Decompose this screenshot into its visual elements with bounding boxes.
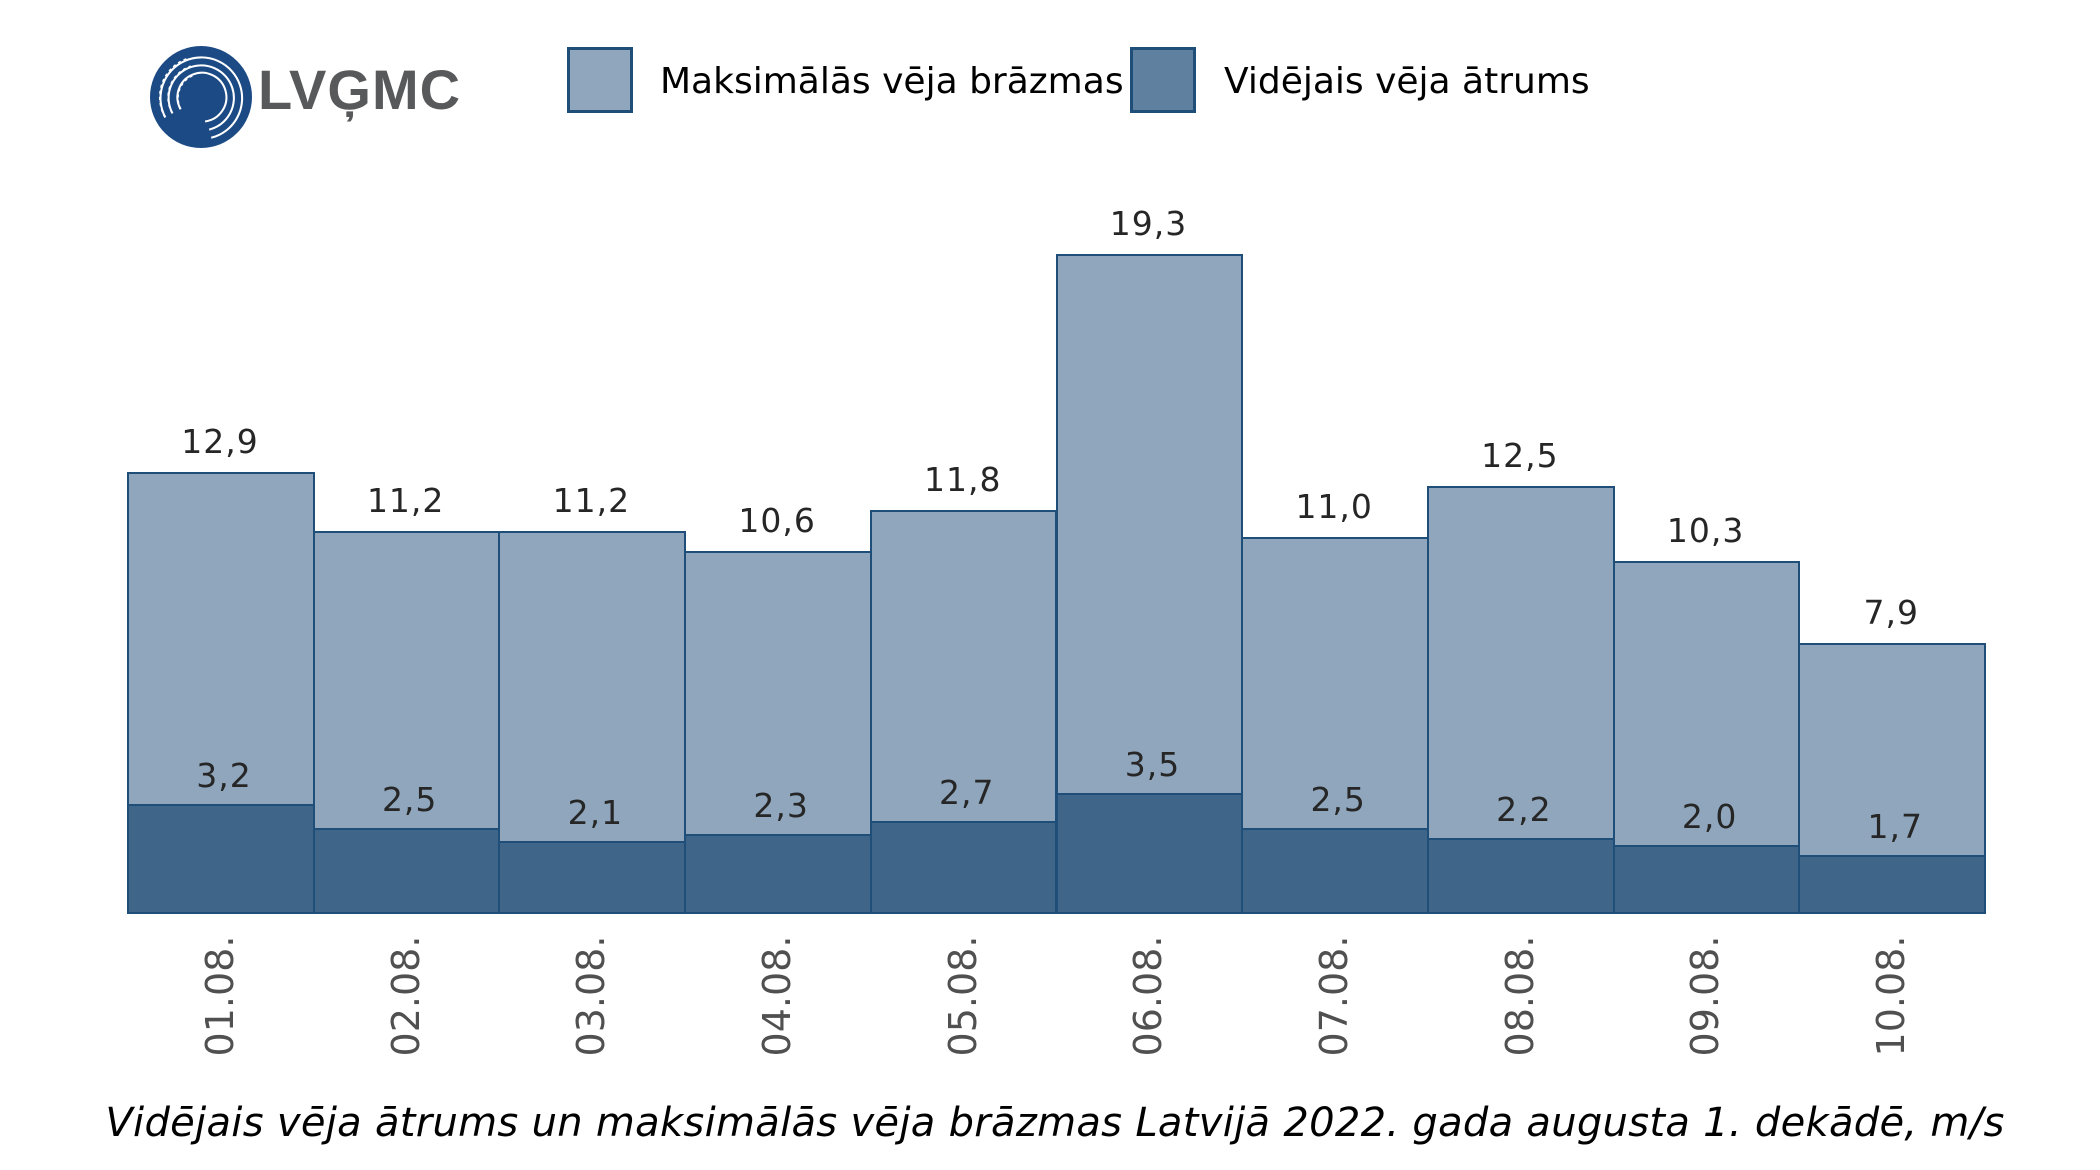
bar-avg-speed [869, 820, 1058, 914]
bar-avg-speed [1055, 793, 1244, 914]
bar-avg-speed [312, 827, 501, 914]
value-label-max-gusts: 10,6 [738, 501, 816, 540]
legend-label-avg-speed: Vidējais vēja ātrums [1224, 61, 1590, 102]
value-label-max-gusts: 12,9 [181, 422, 259, 462]
value-label-avg-speed: 3,2 [196, 755, 252, 795]
value-label-avg-speed: 1,7 [1867, 806, 1924, 846]
legend-label-max-gusts: Maksimālās vēja brāzmas [660, 61, 1124, 102]
value-label-avg-speed: 3,5 [1124, 745, 1181, 785]
x-axis-label: 07.08. [1312, 935, 1357, 1057]
value-label-avg-speed: 2,5 [381, 779, 438, 819]
x-axis-label: 05.08. [940, 935, 985, 1057]
logo-text: LVĢMC [258, 58, 462, 121]
value-label-max-gusts: 10,3 [1666, 511, 1745, 551]
value-label-avg-speed: 2,7 [939, 772, 995, 812]
bar-avg-speed [127, 803, 315, 914]
x-axis-label: 02.08. [383, 935, 428, 1057]
bar-avg-speed [1426, 837, 1615, 914]
x-axis-label: 10.08. [1869, 935, 1914, 1057]
bar-avg-speed [1241, 827, 1429, 914]
value-label-max-gusts: 11,0 [1295, 487, 1373, 527]
value-label-max-gusts: 11,2 [366, 480, 445, 520]
value-label-max-gusts: 19,3 [1109, 203, 1188, 243]
bar-avg-speed [1612, 844, 1801, 914]
value-label-avg-speed: 2,0 [1681, 796, 1738, 836]
legend-swatch-max-gusts [567, 47, 633, 113]
bar-avg-speed [498, 841, 687, 914]
x-axis-label: 09.08. [1683, 935, 1728, 1057]
x-axis-label: 06.08. [1126, 935, 1171, 1057]
chart-title: Vidējais vēja ātrums un maksimālās vēja … [105, 1100, 2005, 1146]
bar-avg-speed [684, 834, 872, 914]
value-label-max-gusts: 12,5 [1481, 436, 1559, 476]
lvgmc-logo-icon [150, 46, 252, 148]
value-label-max-gusts: 11,2 [552, 480, 631, 520]
x-axis-label: 01.08. [197, 935, 242, 1057]
value-label-avg-speed: 2,3 [753, 786, 809, 826]
x-axis-label: 03.08. [569, 935, 614, 1057]
x-axis-label: 08.08. [1497, 935, 1542, 1057]
bar-avg-speed [1798, 854, 1986, 914]
x-axis-label: 04.08. [754, 935, 799, 1057]
value-label-max-gusts: 7,9 [1863, 593, 1920, 633]
value-label-avg-speed: 2,2 [1496, 789, 1552, 829]
value-label-avg-speed: 2,1 [567, 793, 624, 833]
legend-swatch-avg-speed [1130, 47, 1196, 113]
value-label-avg-speed: 2,5 [1310, 779, 1366, 819]
value-label-max-gusts: 11,8 [924, 460, 1002, 500]
